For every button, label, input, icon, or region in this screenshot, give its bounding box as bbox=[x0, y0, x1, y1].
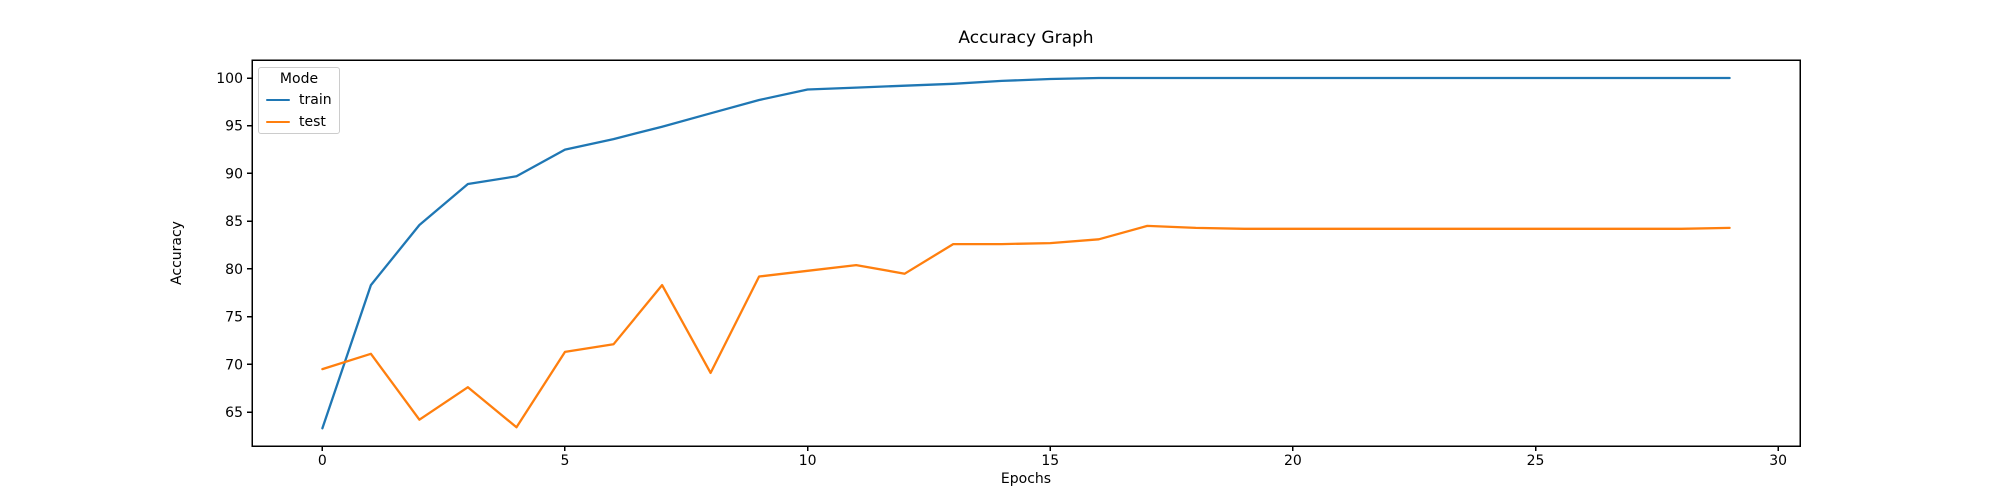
x-tick-label: 20 bbox=[1284, 453, 1302, 469]
test-line bbox=[321, 224, 1731, 429]
x-axis-label: Epochs bbox=[1000, 471, 1052, 487]
legend-title: Mode bbox=[279, 71, 319, 87]
x-tick-label: 25 bbox=[1527, 453, 1545, 469]
test-line-swatch bbox=[266, 120, 290, 124]
y-tick-label: 90 bbox=[225, 166, 243, 182]
y-tick-label: 100 bbox=[216, 71, 243, 87]
axes-spines bbox=[251, 59, 1801, 447]
y-tick-label: 70 bbox=[225, 357, 243, 373]
train-line-swatch bbox=[266, 98, 290, 102]
chart-title: Accuracy Graph bbox=[958, 28, 1094, 48]
y-tick-label: 80 bbox=[225, 262, 243, 278]
y-tick-label: 85 bbox=[225, 214, 243, 230]
y-axis-label: Accuracy bbox=[169, 221, 185, 285]
legend-label-test: test bbox=[299, 114, 326, 130]
x-tick-label: 5 bbox=[561, 453, 570, 469]
legend-item-train: train bbox=[259, 89, 339, 111]
train-line bbox=[321, 76, 1731, 430]
legend: Mode train test bbox=[258, 67, 340, 134]
x-tick-label: 15 bbox=[1041, 453, 1059, 469]
y-tick-label: 65 bbox=[225, 405, 243, 421]
legend-item-test: test bbox=[259, 111, 339, 133]
x-tick-label: 30 bbox=[1769, 453, 1787, 469]
y-tick-label: 95 bbox=[225, 119, 243, 135]
y-tick-label: 75 bbox=[225, 310, 243, 326]
x-tick-label: 0 bbox=[318, 453, 327, 469]
legend-label-train: train bbox=[299, 92, 332, 108]
x-tick-label: 10 bbox=[799, 453, 817, 469]
